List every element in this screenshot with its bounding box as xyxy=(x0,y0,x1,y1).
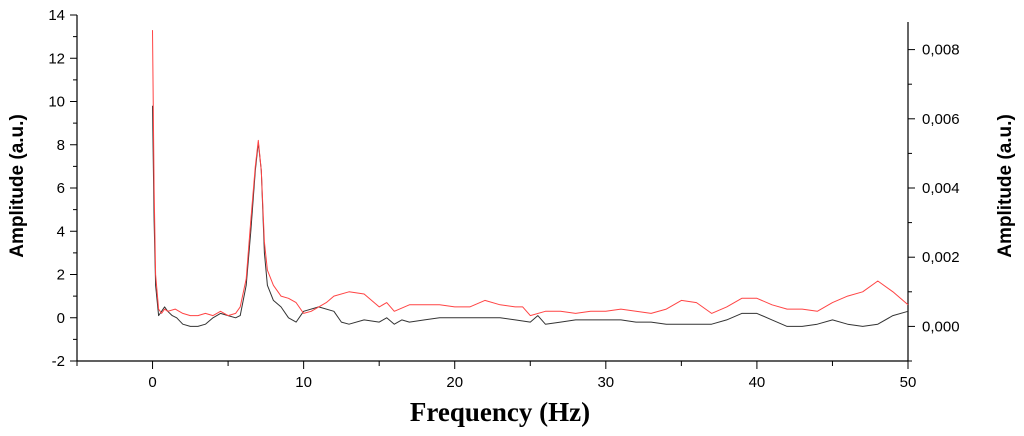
x-tick-label: 10 xyxy=(295,374,312,391)
series-line-2 xyxy=(152,30,909,317)
x-tick-label: 40 xyxy=(749,374,766,391)
y-axis-right-title: Amplitude (a.u.) xyxy=(995,114,1016,258)
y-left-tick-label: 10 xyxy=(48,94,65,111)
x-axis-title: Frequency (Hz) xyxy=(410,397,590,427)
y-right-tick-label: 0,008 xyxy=(922,42,960,59)
chart-ticks: 0 10 20 30 40 50 -2 0 2 4 6 8 10 12 14 0,000 0,002 0,004 0… xyxy=(48,7,959,391)
y-left-tick-label: 8 xyxy=(57,137,65,154)
series-line-1 xyxy=(152,105,909,327)
chart-series-group xyxy=(152,30,909,327)
y-left-tick-label: 14 xyxy=(48,7,65,24)
x-tick-label: 30 xyxy=(597,374,614,391)
y-left-tick-label: 12 xyxy=(48,50,65,67)
y-right-tick-label: 0,000 xyxy=(922,318,960,335)
y-axis-left-title: Amplitude (a.u.) xyxy=(7,114,28,258)
y-left-tick-label: 0 xyxy=(57,310,65,327)
x-tick-label: 50 xyxy=(900,374,917,391)
y-right-tick-label: 0,004 xyxy=(922,180,960,197)
y-left-tick-label: 6 xyxy=(57,180,65,197)
y-right-tick-label: 0,002 xyxy=(922,249,960,266)
y-right-tick-label: 0,006 xyxy=(922,111,960,128)
x-tick-label: 0 xyxy=(148,374,156,391)
chart-axes xyxy=(76,15,909,362)
y-left-tick-label: 2 xyxy=(57,267,65,284)
x-tick-label: 20 xyxy=(446,374,463,391)
y-left-tick-label: -2 xyxy=(52,353,65,370)
y-left-tick-label: 4 xyxy=(57,223,65,240)
